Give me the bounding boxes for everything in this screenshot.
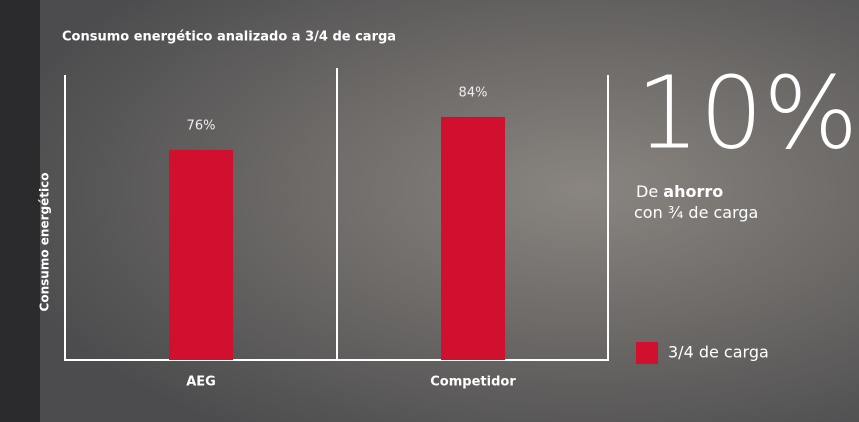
x-tick-label: Competidor — [430, 375, 516, 390]
bar — [169, 150, 233, 360]
legend-label: 3/4 de carga — [668, 343, 769, 362]
bar — [441, 117, 505, 360]
chart-title: Consumo energético analizado a 3/4 de ca… — [62, 30, 396, 45]
value-label: 76% — [187, 118, 216, 133]
chart: Consumo energético analizado a 3/4 de ca… — [0, 0, 859, 422]
highlight-text-bold: ahorro — [663, 182, 723, 201]
highlight-text: De ahorro — [636, 182, 723, 201]
highlight-text-before: De — [636, 182, 658, 201]
x-tick-label: AEG — [186, 375, 216, 390]
legend-swatch — [636, 342, 658, 364]
value-label: 84% — [459, 85, 488, 100]
highlight-value: 10% — [636, 54, 858, 171]
side-panel — [0, 0, 40, 422]
highlight-text-after: energético con ¾ de carga — [634, 205, 839, 224]
highlight-after-box: energético con ¾ de carga — [634, 205, 854, 265]
y-axis-label: Consumo energético — [38, 173, 52, 312]
